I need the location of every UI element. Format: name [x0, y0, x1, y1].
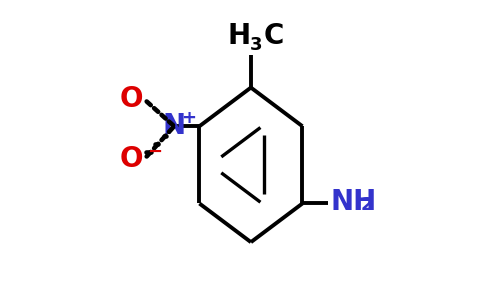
Text: O: O — [120, 85, 143, 113]
Text: 2: 2 — [361, 196, 374, 214]
Text: −: − — [147, 142, 162, 160]
Text: N: N — [163, 112, 186, 140]
Text: NH: NH — [330, 188, 376, 216]
Text: 3: 3 — [249, 36, 262, 54]
Text: +: + — [182, 109, 197, 127]
Text: H: H — [228, 22, 251, 50]
Text: C: C — [263, 22, 284, 50]
Text: O: O — [120, 145, 143, 173]
